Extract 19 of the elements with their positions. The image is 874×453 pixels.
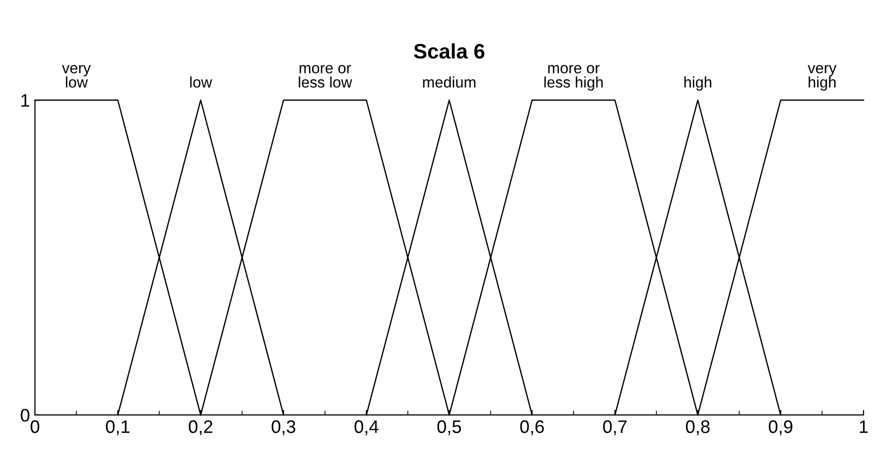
x-tick-label: 1 bbox=[860, 420, 868, 433]
series-label: very high bbox=[808, 65, 836, 91]
x-tick-label: 0,3 bbox=[272, 420, 296, 436]
series-label: more or less high bbox=[544, 65, 603, 91]
x-tick-label: 0,2 bbox=[188, 420, 212, 436]
series-label: very low bbox=[62, 65, 91, 88]
chart-title: Scala 6 bbox=[414, 43, 484, 59]
x-tick-label: 0,7 bbox=[603, 420, 627, 436]
series-label: high bbox=[684, 76, 712, 91]
x-tick-label: 0,1 bbox=[106, 420, 130, 436]
x-tick-label: 0,4 bbox=[354, 420, 378, 436]
x-tick-label: 0,9 bbox=[768, 420, 792, 436]
x-tick-label: 0 bbox=[30, 420, 40, 434]
x-tick-label: 0,6 bbox=[520, 420, 544, 436]
series-label: low bbox=[190, 76, 212, 88]
series-label: more or less low bbox=[298, 65, 352, 88]
x-tick-label: 0,5 bbox=[437, 420, 462, 436]
series-label: medium bbox=[423, 76, 476, 88]
x-tick-label: 0,8 bbox=[686, 420, 710, 436]
